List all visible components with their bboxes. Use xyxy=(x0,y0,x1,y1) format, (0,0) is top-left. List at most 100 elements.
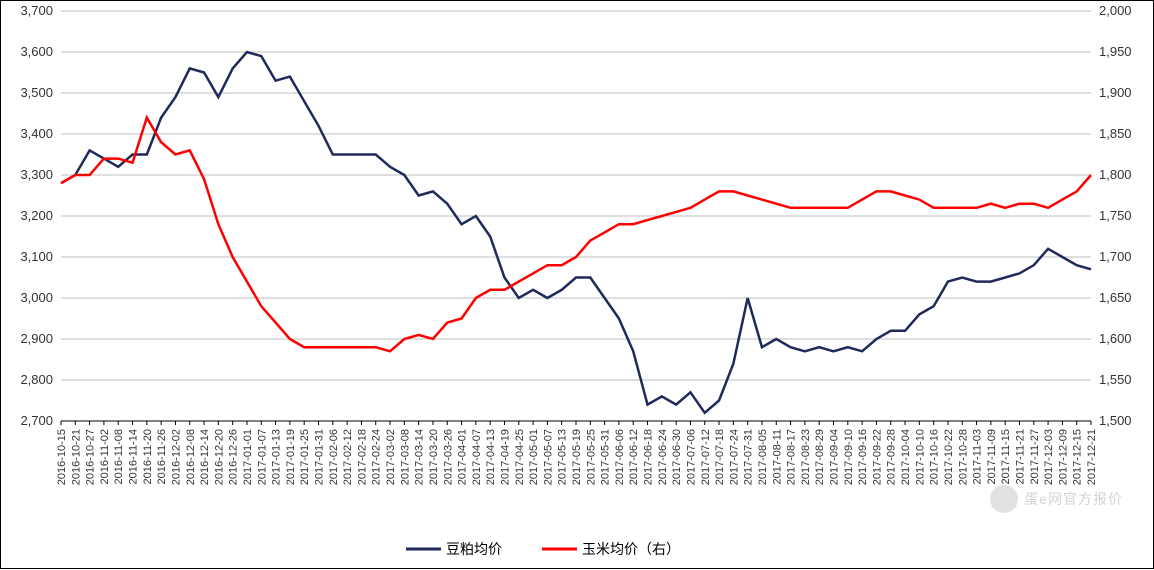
svg-text:2017-06-24: 2017-06-24 xyxy=(657,429,669,485)
svg-text:2017-09-10: 2017-09-10 xyxy=(843,429,855,485)
svg-text:3,700: 3,700 xyxy=(20,3,53,18)
svg-text:2017-12-09: 2017-12-09 xyxy=(1057,429,1069,485)
svg-text:2017-01-31: 2017-01-31 xyxy=(314,429,326,485)
svg-text:2017-01-07: 2017-01-07 xyxy=(256,429,268,485)
svg-text:2017-05-13: 2017-05-13 xyxy=(557,429,569,485)
svg-text:2016-12-26: 2016-12-26 xyxy=(228,429,240,485)
svg-text:2016-12-02: 2016-12-02 xyxy=(170,429,182,485)
svg-text:2017-05-25: 2017-05-25 xyxy=(585,429,597,485)
svg-text:2016-12-08: 2016-12-08 xyxy=(185,429,197,485)
svg-text:2017-01-01: 2017-01-01 xyxy=(242,429,254,485)
svg-text:2017-02-24: 2017-02-24 xyxy=(371,429,383,485)
svg-text:1,950: 1,950 xyxy=(1099,44,1132,59)
svg-text:2017-01-25: 2017-01-25 xyxy=(299,429,311,485)
svg-text:2017-02-06: 2017-02-06 xyxy=(328,429,340,485)
svg-text:2017-08-17: 2017-08-17 xyxy=(786,429,798,485)
svg-text:3,100: 3,100 xyxy=(20,249,53,264)
svg-text:2017-06-12: 2017-06-12 xyxy=(628,429,640,485)
svg-text:2017-06-18: 2017-06-18 xyxy=(643,429,655,485)
svg-text:2016-11-02: 2016-11-02 xyxy=(99,429,111,484)
svg-text:2017-12-21: 2017-12-21 xyxy=(1086,429,1098,485)
svg-text:2017-09-04: 2017-09-04 xyxy=(829,429,841,485)
svg-text:2017-09-22: 2017-09-22 xyxy=(871,429,883,485)
svg-text:2016-10-27: 2016-10-27 xyxy=(85,429,97,485)
svg-text:2017-04-13: 2017-04-13 xyxy=(485,429,497,485)
svg-text:2017-07-06: 2017-07-06 xyxy=(685,429,697,485)
watermark-icon xyxy=(990,485,1018,513)
svg-text:2017-05-31: 2017-05-31 xyxy=(600,429,612,485)
svg-text:2017-03-20: 2017-03-20 xyxy=(428,429,440,485)
svg-text:2017-03-26: 2017-03-26 xyxy=(442,429,454,485)
svg-text:2017-10-16: 2017-10-16 xyxy=(929,429,941,485)
svg-text:2,800: 2,800 xyxy=(20,372,53,387)
svg-text:2,700: 2,700 xyxy=(20,413,53,428)
svg-text:2017-02-18: 2017-02-18 xyxy=(356,429,368,485)
svg-text:3,200: 3,200 xyxy=(20,208,53,223)
svg-text:2016-12-14: 2016-12-14 xyxy=(199,429,211,485)
svg-text:豆粕均价: 豆粕均价 xyxy=(446,541,502,557)
svg-text:3,300: 3,300 xyxy=(20,167,53,182)
svg-text:2,000: 2,000 xyxy=(1099,3,1132,18)
svg-text:2,900: 2,900 xyxy=(20,331,53,346)
svg-text:2017-08-05: 2017-08-05 xyxy=(757,429,769,485)
svg-text:2016-10-15: 2016-10-15 xyxy=(56,429,68,485)
svg-text:2017-07-24: 2017-07-24 xyxy=(728,429,740,485)
svg-text:2017-08-11: 2017-08-11 xyxy=(771,429,783,484)
svg-text:1,700: 1,700 xyxy=(1099,249,1132,264)
watermark-text: 蛋e网官方报价 xyxy=(1024,489,1123,509)
watermark: 蛋e网官方报价 xyxy=(990,485,1123,513)
svg-text:2017-11-27: 2017-11-27 xyxy=(1029,429,1041,484)
svg-text:2017-04-07: 2017-04-07 xyxy=(471,429,483,485)
svg-text:2016-11-26: 2016-11-26 xyxy=(156,429,168,484)
svg-text:2017-07-18: 2017-07-18 xyxy=(714,429,726,485)
svg-text:2016-11-20: 2016-11-20 xyxy=(142,429,154,484)
svg-text:2017-09-28: 2017-09-28 xyxy=(886,429,898,485)
svg-text:2016-10-21: 2016-10-21 xyxy=(70,429,82,485)
svg-text:2017-05-01: 2017-05-01 xyxy=(528,429,540,485)
svg-text:3,600: 3,600 xyxy=(20,44,53,59)
svg-text:2017-03-08: 2017-03-08 xyxy=(399,429,411,485)
svg-text:1,850: 1,850 xyxy=(1099,126,1132,141)
chart-svg: 2,700 2,800 2,900 3,000 3,100 3,200 3,300 3,400… xyxy=(1,1,1154,570)
svg-text:2017-02-12: 2017-02-12 xyxy=(342,429,354,485)
svg-text:2017-04-19: 2017-04-19 xyxy=(499,429,511,485)
svg-text:2016-12-20: 2016-12-20 xyxy=(213,429,225,485)
svg-text:1,550: 1,550 xyxy=(1099,372,1132,387)
svg-text:2017-12-03: 2017-12-03 xyxy=(1043,429,1055,485)
svg-text:2017-06-06: 2017-06-06 xyxy=(614,429,626,485)
svg-text:3,400: 3,400 xyxy=(20,126,53,141)
svg-text:2017-11-21: 2017-11-21 xyxy=(1014,429,1026,484)
svg-text:2017-10-04: 2017-10-04 xyxy=(900,429,912,485)
svg-text:1,650: 1,650 xyxy=(1099,290,1132,305)
svg-text:2017-05-07: 2017-05-07 xyxy=(542,429,554,485)
svg-text:2017-03-14: 2017-03-14 xyxy=(414,429,426,485)
price-chart: 2,700 2,800 2,900 3,000 3,100 3,200 3,300 3,400… xyxy=(0,0,1154,569)
svg-text:2017-04-25: 2017-04-25 xyxy=(514,429,526,485)
svg-text:2017-10-28: 2017-10-28 xyxy=(957,429,969,485)
svg-text:2017-07-31: 2017-07-31 xyxy=(743,429,755,485)
svg-text:1,600: 1,600 xyxy=(1099,331,1132,346)
svg-text:2017-03-02: 2017-03-02 xyxy=(385,429,397,485)
svg-text:1,800: 1,800 xyxy=(1099,167,1132,182)
svg-text:2016-11-08: 2016-11-08 xyxy=(113,429,125,484)
svg-text:1,750: 1,750 xyxy=(1099,208,1132,223)
svg-text:2017-11-15: 2017-11-15 xyxy=(1000,429,1012,484)
svg-text:1,900: 1,900 xyxy=(1099,85,1132,100)
svg-text:2017-10-22: 2017-10-22 xyxy=(943,429,955,485)
svg-text:2017-04-01: 2017-04-01 xyxy=(457,429,469,485)
svg-text:2017-01-13: 2017-01-13 xyxy=(271,429,283,485)
svg-text:2017-07-12: 2017-07-12 xyxy=(700,429,712,485)
svg-text:3,000: 3,000 xyxy=(20,290,53,305)
svg-text:1,500: 1,500 xyxy=(1099,413,1132,428)
svg-text:2017-10-10: 2017-10-10 xyxy=(914,429,926,485)
svg-text:2017-01-19: 2017-01-19 xyxy=(285,429,297,485)
svg-text:2017-11-03: 2017-11-03 xyxy=(972,429,984,484)
svg-text:2017-08-23: 2017-08-23 xyxy=(800,429,812,485)
svg-text:3,500: 3,500 xyxy=(20,85,53,100)
svg-text:2017-08-29: 2017-08-29 xyxy=(814,429,826,485)
svg-text:2017-09-16: 2017-09-16 xyxy=(857,429,869,485)
svg-text:2017-05-19: 2017-05-19 xyxy=(571,429,583,485)
svg-text:2017-06-30: 2017-06-30 xyxy=(671,429,683,485)
svg-text:玉米均价（右）: 玉米均价（右） xyxy=(582,541,680,557)
svg-text:2017-12-15: 2017-12-15 xyxy=(1072,429,1084,485)
